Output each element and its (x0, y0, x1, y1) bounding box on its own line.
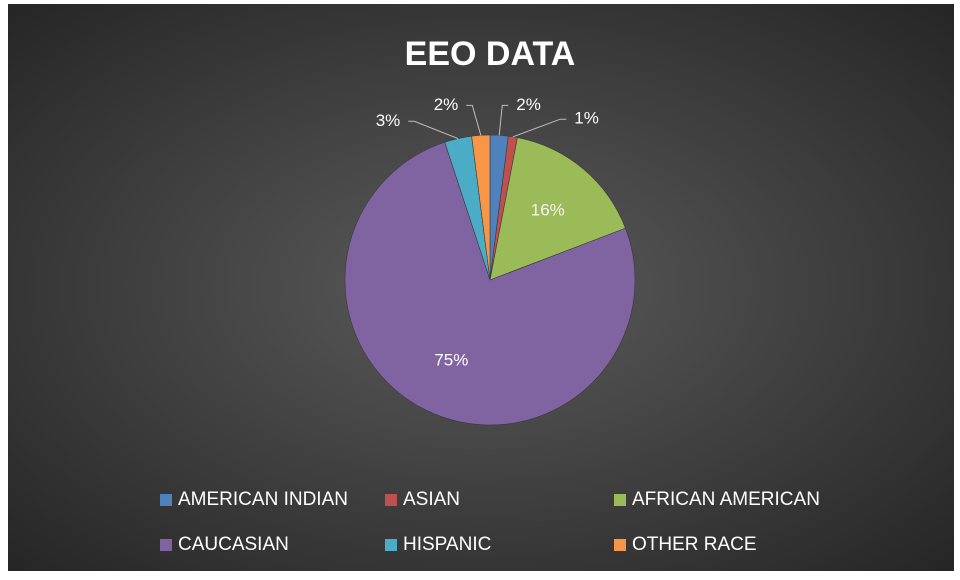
legend-marker (160, 539, 172, 551)
leader-line (466, 104, 482, 136)
legend-label: AMERICAN INDIAN (178, 489, 348, 510)
legend-marker (160, 494, 172, 506)
pie-slice (344, 141, 636, 426)
data-label: 16% (531, 201, 565, 220)
data-label: 75% (434, 351, 468, 370)
legend-label: ASIAN (403, 489, 460, 510)
pie-slice (471, 134, 491, 281)
chart-title: EEO DATA (405, 35, 576, 73)
pie-slice (489, 137, 626, 281)
data-label: 3% (376, 111, 401, 130)
leader-line (512, 118, 567, 138)
leader-line (408, 120, 459, 140)
data-label: 2% (434, 95, 459, 114)
legend-marker (385, 539, 397, 551)
legend-label: OTHER RACE (632, 534, 757, 555)
legend-marker (614, 494, 626, 506)
leader-line (498, 104, 509, 136)
legend-label: CAUCASIAN (178, 534, 289, 555)
legend-marker (385, 494, 397, 506)
legend-label: HISPANIC (403, 534, 491, 555)
legend-label: AFRICAN AMERICAN (632, 489, 820, 510)
legend-marker (614, 539, 626, 551)
data-label: 1% (574, 109, 599, 128)
data-label: 2% (516, 95, 541, 114)
